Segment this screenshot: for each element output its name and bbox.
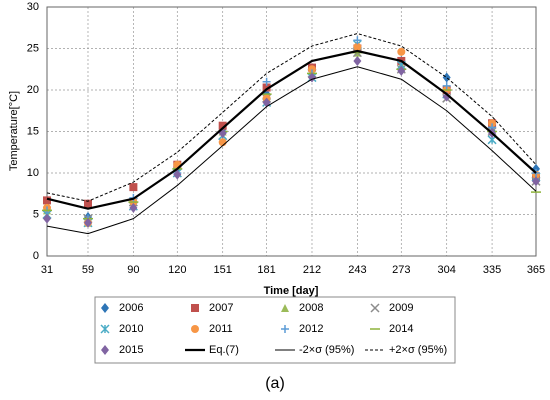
legend-label: -2×σ (95%) <box>299 344 354 356</box>
legend-marker <box>191 325 199 333</box>
legend-marker <box>281 325 289 333</box>
x-tick-label: 59 <box>82 264 94 276</box>
legend-label: 2012 <box>299 323 323 335</box>
point <box>353 42 362 51</box>
x-tick-label: 304 <box>438 264 456 276</box>
legend-marker <box>101 303 109 313</box>
point <box>262 83 271 92</box>
point <box>397 47 406 56</box>
legend-marker <box>101 345 109 355</box>
y-tick-label: 10 <box>27 167 39 179</box>
x-axis-title: Time [day] <box>264 285 319 297</box>
legend-label: 2015 <box>119 344 143 356</box>
x-tick-label: 90 <box>127 264 139 276</box>
point <box>43 196 51 205</box>
point <box>442 72 451 83</box>
point <box>397 65 406 76</box>
legend-label: 2009 <box>389 302 413 314</box>
legend-label: +2×σ (95%) <box>389 344 447 356</box>
point <box>262 77 271 86</box>
legend-label: 2014 <box>389 323 413 335</box>
x-tick-label: 120 <box>168 264 186 276</box>
line <box>46 33 537 202</box>
y-axis-title: Temperature[°C] <box>8 91 20 171</box>
point <box>43 213 51 224</box>
point <box>488 119 497 128</box>
point <box>353 36 362 45</box>
x-tick-label: 365 <box>527 264 545 276</box>
y-tick-label: 25 <box>27 42 39 54</box>
legend-marker <box>100 324 110 334</box>
point <box>353 55 362 66</box>
caption: (a) <box>265 375 285 392</box>
legend-label: 2011 <box>209 323 233 335</box>
point <box>442 91 451 102</box>
y-tick-label: 20 <box>27 84 39 96</box>
point <box>83 217 92 228</box>
y-tick-label: 30 <box>27 1 39 13</box>
x-tick-label: 212 <box>303 264 321 276</box>
legend-label: 2010 <box>119 323 143 335</box>
legend-label: Eq.(7) <box>209 344 239 356</box>
x-tick-label: 181 <box>257 264 275 276</box>
line <box>46 49 537 210</box>
x-tick-label: 335 <box>483 264 501 276</box>
line <box>46 66 537 235</box>
point <box>442 81 451 90</box>
point <box>218 121 227 130</box>
point <box>129 202 138 213</box>
point <box>173 169 182 180</box>
x-tick-label: 273 <box>392 264 410 276</box>
point <box>307 65 316 74</box>
plot-frame <box>46 6 537 257</box>
legend-label: 2007 <box>209 302 233 314</box>
x-tick-label: 151 <box>214 264 232 276</box>
legend-label: 2008 <box>299 302 323 314</box>
y-tick-label: 15 <box>27 125 39 137</box>
point <box>83 199 92 208</box>
point <box>532 176 540 187</box>
x-tick-label: 31 <box>41 264 53 276</box>
x-tick-label: 243 <box>348 264 366 276</box>
legend-box <box>94 296 456 364</box>
legend-label: 2006 <box>119 302 143 314</box>
point <box>129 183 138 192</box>
y-tick-label: 5 <box>33 208 39 220</box>
legend-marker <box>370 303 380 313</box>
legend-marker <box>281 304 289 312</box>
y-tick-label: 0 <box>33 250 39 262</box>
legend-marker <box>191 304 199 312</box>
